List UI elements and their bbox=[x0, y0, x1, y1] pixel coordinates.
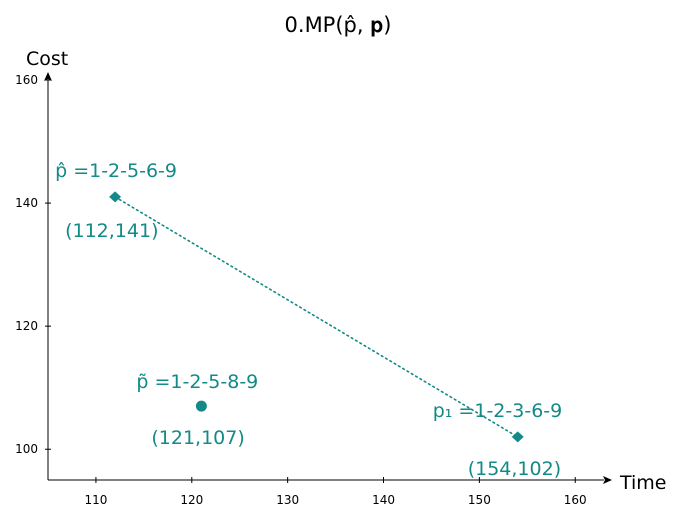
x-tick-label: 160 bbox=[564, 493, 587, 507]
y-axis-title: Cost bbox=[26, 48, 68, 70]
y-tick-label: 140 bbox=[15, 196, 38, 210]
y-tick-label: 100 bbox=[15, 442, 38, 456]
point-name-label: p̃ =1-2-5-8-9 bbox=[136, 371, 258, 393]
x-tick-label: 140 bbox=[372, 493, 395, 507]
point-coord-label: (154,102) bbox=[468, 458, 561, 480]
y-axis: Cost bbox=[26, 48, 68, 480]
point-coord-label: (112,141) bbox=[65, 220, 158, 242]
x-tick-label: 110 bbox=[84, 493, 107, 507]
x-tick-label: 130 bbox=[276, 493, 299, 507]
y-ticks: 100 120 140 160 bbox=[15, 73, 51, 456]
y-tick-label: 120 bbox=[15, 319, 38, 333]
data-point-p-hat bbox=[109, 191, 122, 203]
data-points bbox=[109, 191, 524, 443]
y-axis-arrow-icon bbox=[44, 72, 52, 81]
data-point-p-tilde bbox=[195, 400, 207, 412]
dotted-connector-line bbox=[114, 196, 519, 438]
dotted-connector bbox=[114, 196, 519, 438]
point-name-label: p̂ =1-2-5-6-9 bbox=[55, 160, 177, 182]
x-axis: Time bbox=[48, 472, 667, 494]
point-name-label: p₁ =1-2-3-6-9 bbox=[433, 400, 563, 422]
x-axis-arrow-icon bbox=[603, 476, 612, 484]
x-ticks: 110 120 130 140 150 160 bbox=[84, 477, 587, 507]
x-axis-title: Time bbox=[619, 472, 667, 494]
y-tick-label: 160 bbox=[15, 73, 38, 87]
point-labels: p̂ =1-2-5-6-9 (112,141) p̃ =1-2-5-8-9 (121,… bbox=[55, 160, 562, 480]
point-coord-label: (121,107) bbox=[151, 427, 244, 449]
x-tick-label: 150 bbox=[468, 493, 491, 507]
x-tick-label: 120 bbox=[180, 493, 203, 507]
chart-title: 0.MP(p̂, 𝐩) bbox=[285, 13, 392, 37]
data-point-p1 bbox=[511, 431, 524, 443]
